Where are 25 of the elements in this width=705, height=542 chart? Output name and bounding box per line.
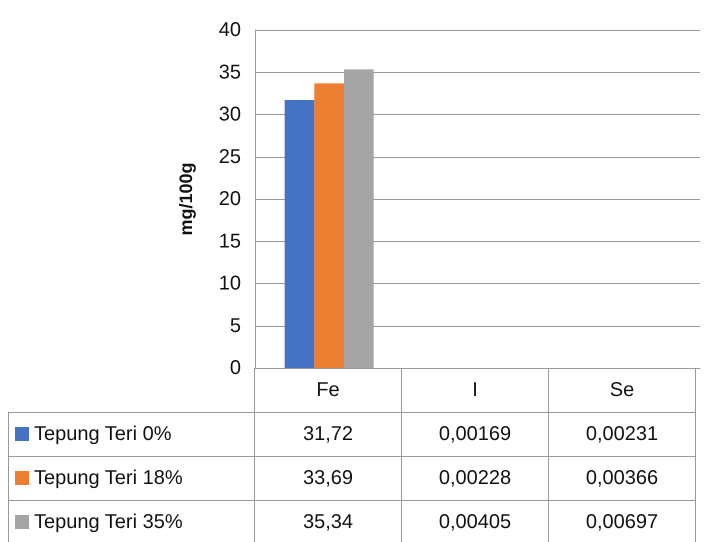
y-tick-label: 35 <box>218 61 241 84</box>
legend-label: Tepung Teri 18% <box>8 456 254 500</box>
data-label: 0,00228 <box>402 456 548 500</box>
y-tick-label: 25 <box>218 146 241 168</box>
data-label: 0,00231 <box>548 412 696 456</box>
data-label: 0,00405 <box>402 500 548 542</box>
x-tick-label: Fe <box>254 368 402 412</box>
legend-label: Tepung Teri 35% <box>8 500 254 542</box>
data-label: 35,34 <box>254 500 402 542</box>
legend-label: Tepung Teri 0% <box>8 412 254 456</box>
y-tick-label: 30 <box>218 104 241 126</box>
data-label: 33,69 <box>254 456 402 500</box>
data-label: 0,00697 <box>548 500 696 542</box>
data-label: 31,72 <box>254 412 402 456</box>
y-axis-title: mg/100g <box>176 162 196 236</box>
y-tick-label: 15 <box>218 230 241 252</box>
y-tick-label: 20 <box>218 188 241 210</box>
data-label: 0,00169 <box>402 412 548 456</box>
y-tick-label: 5 <box>230 314 241 337</box>
data-label: 0,00366 <box>548 456 696 500</box>
x-tick-label: Se <box>548 368 696 412</box>
y-tick-label: 0 <box>230 357 241 379</box>
y-tick-label: 40 <box>218 19 241 41</box>
y-tick-label: 10 <box>218 272 241 294</box>
x-tick-label: I <box>402 368 548 412</box>
